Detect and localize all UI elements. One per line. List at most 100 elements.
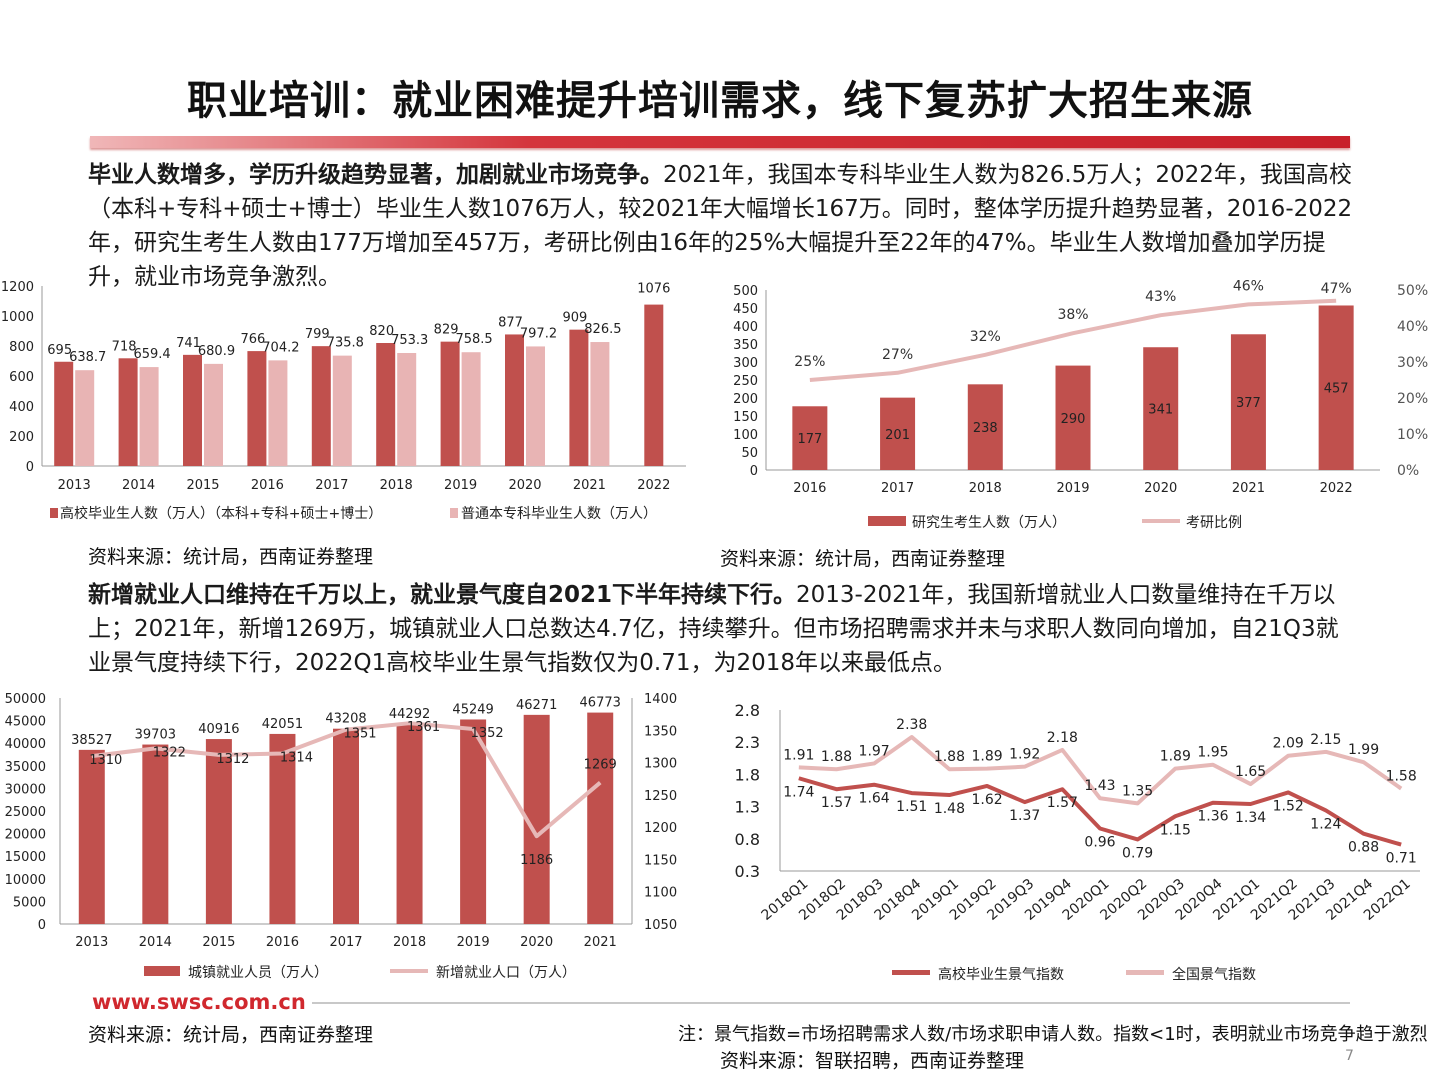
bar-graduates-undergrad	[204, 363, 223, 466]
data-label-urban-employment: 40916	[198, 722, 239, 737]
data-label-graduates-total: 1076	[637, 282, 670, 297]
bar-graduates-undergrad	[461, 352, 481, 466]
data-label-new-employment: 1186	[520, 853, 553, 868]
bar-graduates-total	[505, 334, 524, 466]
x-tick-label: 2022	[637, 478, 670, 493]
data-label-graduate-index: 1.48	[934, 801, 965, 817]
bar-graduates-total	[440, 341, 460, 466]
data-label-graduate-index: 1.64	[859, 791, 890, 807]
legend-swatch-new-employment	[390, 969, 428, 973]
data-label-new-employment: 1269	[584, 758, 617, 773]
data-label-urban-employment: 39703	[135, 728, 176, 743]
data-label-graduates-undergrad: 659.4	[133, 347, 170, 362]
y2-tick-label: 1150	[644, 853, 677, 868]
data-label-graduate-index: 0.96	[1084, 834, 1115, 850]
y2-tick-label: 0%	[1397, 463, 1419, 479]
x-tick-label: 2021	[1232, 481, 1265, 496]
data-label-national-index: 1.89	[1160, 749, 1191, 765]
bar-exam-takers	[1318, 305, 1354, 470]
data-label-graduates-total: 877	[498, 315, 523, 330]
bar-urban-employment	[396, 723, 423, 924]
data-label-graduate-index: 1.57	[821, 795, 852, 811]
y-tick-label: 1200	[1, 280, 34, 295]
bar-urban-employment	[460, 719, 487, 924]
x-tick-label: 2020	[508, 478, 541, 493]
bar-exam-takers	[1143, 347, 1179, 470]
legend-label-exam-ratio: 考研比例	[1186, 515, 1242, 531]
bar-graduates-undergrad	[332, 355, 352, 466]
y2-tick-label: 1300	[644, 757, 677, 772]
bar-graduates-total	[376, 343, 396, 466]
data-label-national-index: 1.43	[1084, 778, 1115, 794]
y-tick-label: 40000	[5, 737, 46, 752]
postgrad-exam-chart: 0 50 100 150 200 250 300 350 400 450 500 0% 10% 20% 30…	[720, 278, 1440, 536]
y2-tick-label: 30%	[1397, 355, 1428, 371]
data-label-national-index: 1.58	[1386, 769, 1417, 785]
y-tick-label: 0.3	[735, 862, 760, 881]
bar-graduates-total	[118, 358, 138, 466]
data-label-graduate-index: 1.57	[1047, 795, 1078, 811]
bar-exam-takers	[967, 384, 1003, 470]
section2-source-left: 资料来源：统计局，西南证券整理	[88, 1024, 374, 1046]
bar-exam-takers	[1055, 365, 1091, 470]
y2-tick-label: 40%	[1397, 319, 1428, 335]
line-graduate-index	[798, 776, 1402, 847]
y2-tick-label: 1400	[644, 692, 677, 707]
data-label-national-index: 1.88	[821, 749, 852, 765]
section1-body: 2021年，我国本专科毕业生人数为826.5万人；2022年，我国高校（本科+专…	[88, 162, 1353, 290]
section2-source-right: 资料来源：智联招聘，西南证券整理	[720, 1050, 1025, 1072]
footer-url[interactable]: www.swsc.com.cn	[92, 990, 306, 1014]
section1-paragraph: 毕业人数增多，学历升级趋势显著，加剧就业市场竞争。2021年，我国本专科毕业生人…	[88, 158, 1358, 294]
legend-swatch-graduate-index	[892, 970, 930, 975]
y2-tick-label: 1200	[644, 821, 677, 836]
data-label-national-index: 1.92	[1009, 747, 1040, 763]
bar-urban-employment	[269, 733, 296, 924]
x-tick-label: 2020	[1144, 481, 1177, 496]
data-label-urban-employment: 45249	[452, 702, 493, 717]
legend-swatch-graduates-total	[50, 508, 58, 518]
x-tick-label: 2014	[139, 935, 172, 950]
data-label-urban-employment: 46271	[516, 698, 557, 713]
data-label-graduate-index: 1.51	[896, 799, 927, 815]
x-tick-label: 2018	[380, 478, 413, 493]
data-label-graduate-index: 1.37	[1009, 808, 1040, 824]
x-tick-label: 2017	[329, 935, 362, 950]
x-tick-label: 2016	[793, 481, 826, 496]
y-tick-label: 200	[733, 392, 758, 407]
bar-urban-employment	[78, 749, 105, 924]
line-exam-ratio	[809, 298, 1337, 382]
data-label-exam-ratio: 32%	[970, 329, 1001, 345]
y-tick-label: 30000	[5, 782, 46, 797]
data-label-exam-takers: 457	[1324, 382, 1349, 397]
data-label-exam-ratio: 38%	[1057, 307, 1088, 323]
data-label-national-index: 1.91	[783, 747, 814, 763]
bar-graduates-total	[54, 361, 74, 466]
y-tick-label: 1.3	[735, 798, 760, 817]
x-tick-label: 2015	[186, 478, 219, 493]
data-label-new-employment: 1352	[471, 726, 504, 741]
y2-tick-label: 1250	[644, 789, 677, 804]
data-label-graduates-undergrad: 826.5	[584, 322, 621, 337]
employment-chart: 0 5000 10000 15000 20000 25000 30000 35000 40000…	[0, 686, 700, 986]
y-tick-label: 100	[733, 428, 758, 443]
y2-tick-label: 1100	[644, 886, 677, 901]
section1-source-left: 资料来源：统计局，西南证券整理	[88, 546, 374, 568]
data-label-exam-takers: 201	[885, 428, 910, 443]
bar-exam-takers	[1230, 334, 1266, 470]
page-title: 职业培训：就业困难提升培训需求，线下复苏扩大招生来源	[187, 78, 1253, 124]
data-label-urban-employment: 38527	[71, 733, 112, 748]
y-tick-label: 1.8	[735, 765, 760, 784]
data-label-graduate-index: 1.34	[1235, 810, 1266, 826]
data-label-new-employment: 1312	[216, 752, 249, 767]
data-label-graduates-total: 820	[369, 324, 394, 339]
bar-exam-takers	[792, 406, 828, 470]
x-tick-label: 2018	[393, 935, 426, 950]
y-tick-label: 1000	[1, 310, 34, 325]
data-label-national-index: 1.99	[1348, 742, 1379, 758]
data-label-graduates-undergrad: 758.5	[455, 332, 492, 347]
data-label-exam-ratio: 43%	[1145, 289, 1176, 305]
y-tick-label: 350	[733, 338, 758, 353]
data-label-exam-ratio: 25%	[794, 354, 825, 370]
x-tick-label: 2016	[251, 478, 284, 493]
data-label-national-index: 1.97	[859, 743, 890, 759]
